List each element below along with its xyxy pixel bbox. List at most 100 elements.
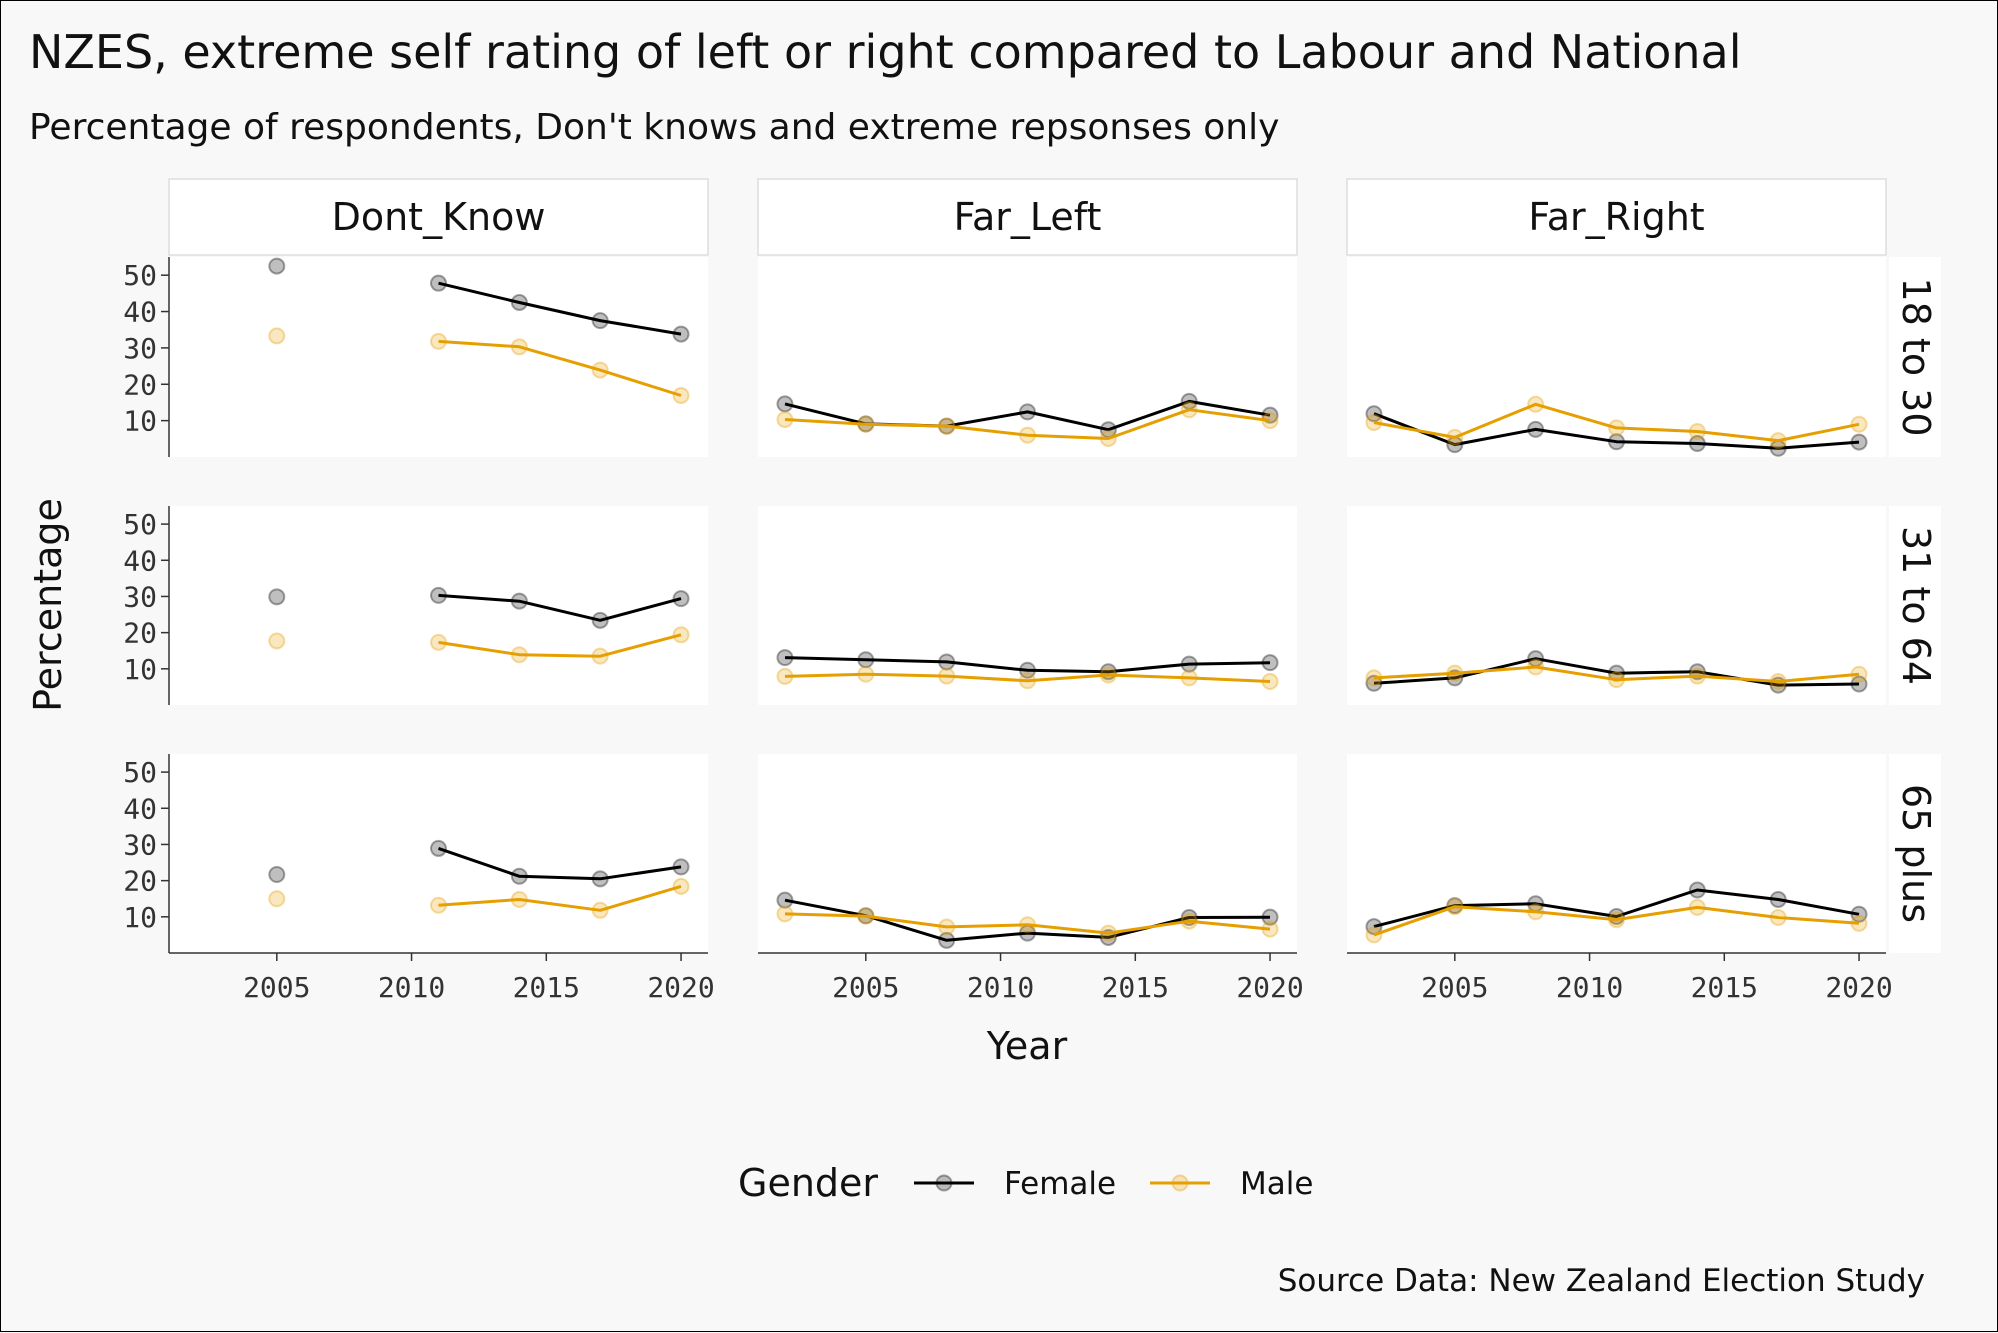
x-tick-label: 2005 (243, 971, 310, 1004)
data-point-female (938, 931, 956, 949)
data-point-male (1446, 428, 1464, 446)
series-line-female-far-right-18-to-30 (1373, 412, 1860, 450)
chart-title: NZES, extreme self rating of left or rig… (29, 25, 1742, 79)
data-point-female (510, 867, 528, 885)
data-point-male (430, 332, 447, 350)
panel-bg-far-right-18-to-30 (1347, 257, 1886, 457)
data-point-male (510, 338, 528, 356)
x-tick-label: 2020 (1825, 971, 1892, 1004)
y-tick-label: 50 (123, 259, 157, 292)
data-point-female (857, 651, 875, 669)
y-axis-title: Percentage (26, 498, 70, 712)
strip-dont-know (168, 178, 709, 256)
x-tick-label: 2010 (378, 971, 445, 1004)
data-point-female (1019, 661, 1036, 679)
data-point-female (672, 325, 690, 343)
data-point-male (776, 411, 794, 429)
data-point-male (1527, 903, 1545, 921)
data-point-female (430, 274, 447, 292)
x-tick-label: 2020 (647, 971, 714, 1004)
data-point-female (1850, 675, 1868, 693)
data-point-male (510, 890, 528, 908)
strip-label-far-right: Far_Right (1528, 195, 1704, 239)
data-point-female (1850, 433, 1868, 451)
data-point-male (1527, 395, 1545, 413)
strip-far-left (757, 178, 1298, 256)
y-tick-label: 40 (123, 792, 157, 825)
data-point-female (1608, 433, 1625, 451)
legend-key-point-male (1171, 1174, 1189, 1192)
data-point-male (1769, 672, 1787, 690)
series-line-female-dont-know-65-plus (438, 846, 682, 881)
y-tick-label: 20 (123, 865, 157, 898)
x-tick-label: 2005 (832, 971, 899, 1004)
row-strip-label-31-to-64: 31 to 64 (1894, 526, 1938, 685)
row-strip-65-plus (1889, 754, 1941, 953)
y-tick-label: 50 (123, 508, 157, 541)
x-tick-label: 2010 (967, 971, 1034, 1004)
data-point-male (1099, 924, 1117, 942)
x-tick-label: 2020 (1236, 971, 1303, 1004)
data-point-male (591, 647, 609, 665)
x-axis-title: Year (986, 1024, 1068, 1068)
series-line-female-dont-know-31-to-64 (438, 593, 682, 622)
panel-bg-dont-know-65-plus (169, 754, 708, 953)
y-tick-label: 20 (123, 617, 157, 650)
y-tick-label: 20 (123, 368, 157, 401)
data-point-male (1365, 413, 1383, 431)
data-point-female (1527, 420, 1545, 438)
x-tick-label: 2005 (1421, 971, 1488, 1004)
data-point-male (591, 901, 609, 919)
y-tick-label: 10 (123, 653, 157, 686)
data-point-female (510, 592, 528, 610)
legend-label-male: Male (1240, 1166, 1313, 1202)
data-point-female (672, 590, 690, 608)
series-line-male-dont-know-31-to-64 (438, 633, 682, 658)
series-line-male-far-left-31-to-64 (784, 672, 1271, 683)
data-point-female (430, 586, 447, 604)
data-point-male (1261, 412, 1279, 430)
data-point-male (1365, 669, 1383, 687)
panel-bg-far-left-31-to-64 (758, 506, 1297, 705)
y-tick-label: 30 (123, 580, 157, 613)
panel-bg-far-left-65-plus (758, 754, 1297, 953)
data-point-male (1446, 664, 1464, 682)
data-point-male (1527, 658, 1545, 676)
legend-key-point-female (935, 1174, 953, 1192)
data-point-male (1180, 401, 1198, 419)
y-tick-label: 10 (123, 405, 157, 438)
data-point-female (1769, 890, 1787, 908)
data-point-female (1688, 435, 1706, 453)
data-point-male (1446, 898, 1464, 916)
series-line-male-far-left-18-to-30 (784, 408, 1271, 440)
data-point-male (1365, 926, 1383, 944)
data-point-male (776, 667, 794, 685)
data-point-female (591, 611, 609, 629)
legend-title: Gender (738, 1161, 878, 1205)
y-tick-label: 30 (123, 332, 157, 365)
series-line-male-dont-know-65-plus (438, 884, 682, 912)
series-line-male-far-right-31-to-64 (1373, 665, 1860, 683)
data-point-male (1019, 672, 1036, 690)
strip-far-right (1346, 178, 1887, 256)
data-point-female (268, 865, 286, 883)
data-point-male (938, 417, 956, 435)
data-point-male (268, 890, 286, 908)
x-tick-label: 2015 (1102, 971, 1169, 1004)
x-tick-label: 2015 (1691, 971, 1758, 1004)
row-strip-label-65-plus: 65 plus (1894, 784, 1938, 923)
data-point-male (591, 361, 609, 379)
legend-label-female: Female (1004, 1166, 1116, 1202)
strip-label-far-left: Far_Left (954, 195, 1102, 239)
data-point-female (430, 839, 447, 857)
data-point-female (268, 257, 286, 275)
series-line-female-far-left-31-to-64 (784, 656, 1271, 674)
data-point-male (1261, 672, 1279, 690)
data-point-male (268, 327, 286, 345)
data-point-male (672, 387, 690, 405)
chart-subtitle: Percentage of respondents, Don't knows a… (29, 107, 1280, 148)
data-point-male (1608, 419, 1625, 437)
y-tick-label: 40 (123, 296, 157, 329)
data-point-male (430, 896, 447, 914)
